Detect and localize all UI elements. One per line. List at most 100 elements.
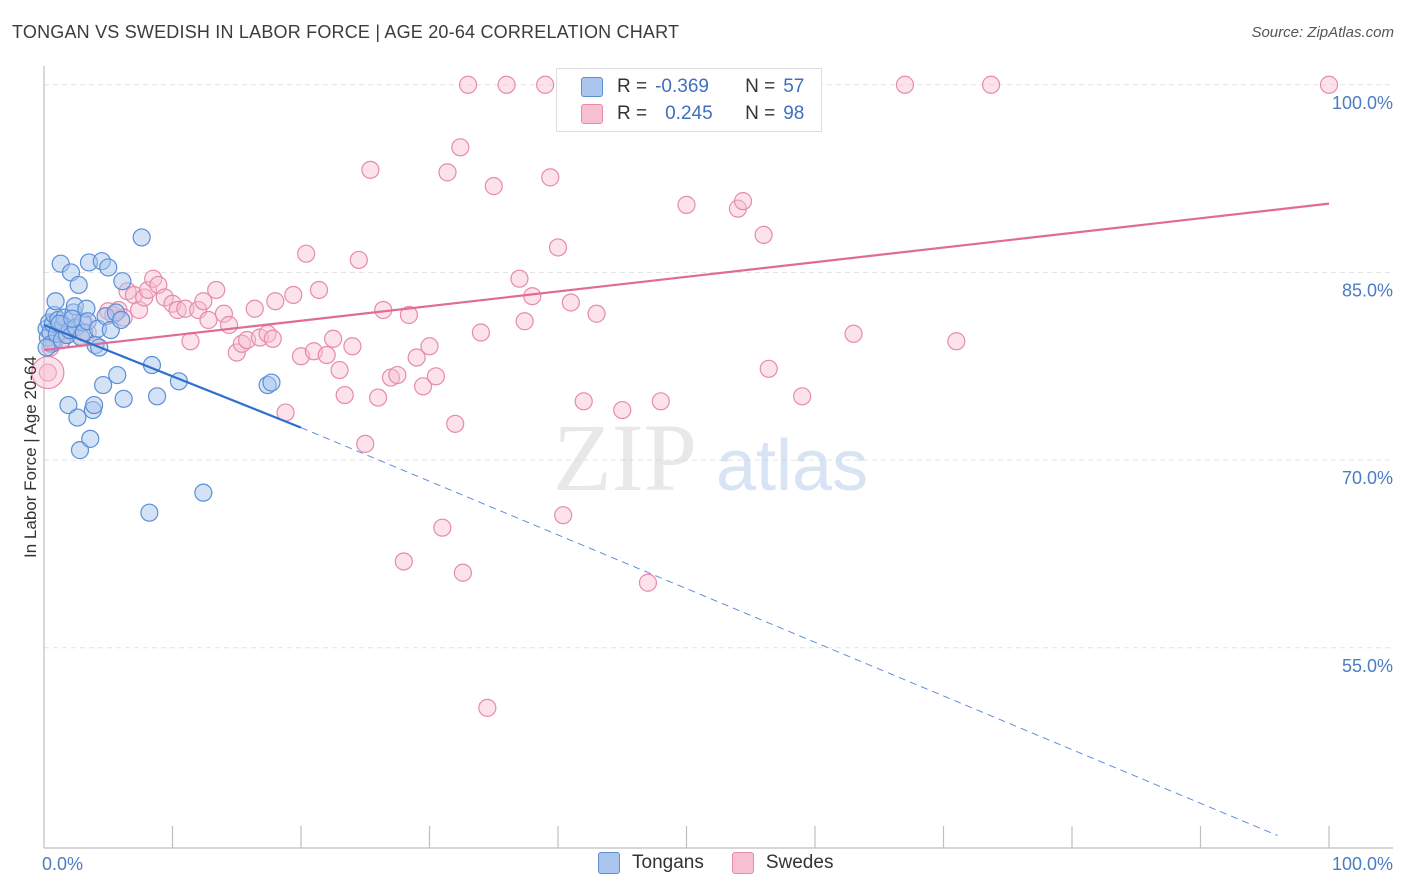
tongans-point: [46, 292, 65, 311]
swedes-point: [227, 343, 246, 362]
y-tick-label-100: 100.0%: [1332, 93, 1393, 113]
swedes-point: [199, 310, 218, 330]
swedes-point: [369, 388, 388, 407]
x-tick-label-100: 100.0%: [1332, 854, 1393, 874]
swedes-point: [759, 359, 778, 378]
trend-lines: [43, 202, 1330, 836]
swedes-point: [677, 195, 696, 214]
swedes-point: [981, 75, 1001, 94]
swedes-point: [324, 329, 343, 348]
swedes-point: [181, 332, 200, 351]
swedes-point: [335, 385, 354, 405]
tongans-point: [147, 387, 167, 406]
swedes-point: [895, 75, 915, 94]
tongans-point: [113, 272, 132, 291]
swedes-point: [343, 337, 362, 356]
tongans-point: [140, 503, 159, 522]
tongans-point: [81, 429, 100, 448]
legend-r-label: R =: [617, 76, 648, 97]
swedes-point: [426, 367, 446, 386]
swedes-point: [176, 299, 195, 318]
swedes-point: [484, 177, 503, 196]
legend-item-tongans[interactable]: Tongans: [598, 852, 704, 874]
tongans-point: [59, 395, 78, 415]
swedes-point: [541, 168, 560, 187]
y-tick-label-85: 85.0%: [1342, 280, 1393, 300]
swedes-point: [38, 363, 57, 382]
legend-n-value-tongans: 57: [783, 76, 805, 97]
grid-lines: [44, 84, 1393, 649]
tongans-point: [68, 408, 87, 427]
legend-r-label: R =: [617, 103, 648, 124]
tongans-point: [37, 338, 56, 357]
y-tick-labels: 100.0% 85.0% 70.0% 55.0%: [1332, 93, 1393, 676]
swedes-point: [309, 280, 329, 300]
legend-item-swedes[interactable]: Swedes: [731, 852, 834, 874]
swedes-point: [451, 138, 470, 157]
tongans-point: [85, 395, 104, 415]
swedes-point: [515, 312, 534, 331]
swedes-point: [733, 192, 753, 211]
swedes-point: [497, 75, 516, 94]
legend-n-value-swedes: 98: [783, 103, 805, 124]
legend-r-value-swedes: 0.245: [665, 103, 713, 124]
swedes-point: [361, 160, 380, 179]
legend-n-label: N =: [745, 103, 776, 124]
swedes-point: [349, 250, 368, 270]
tongans-point: [194, 483, 213, 502]
legend-row-swedes: R = 0.245 N = 98: [581, 101, 804, 127]
swedes-point: [394, 552, 413, 571]
swedes-point: [523, 287, 542, 306]
source-label: Source: ZipAtlas.com: [1251, 24, 1394, 41]
series-legend: Tongans Swedes: [598, 852, 861, 874]
swedes-point-large: [31, 355, 65, 390]
swedes-point: [793, 387, 812, 406]
swedes-point: [638, 573, 658, 592]
swedes-point: [548, 238, 568, 257]
swedes-point: [194, 292, 213, 311]
tongans-trend-line: [43, 323, 302, 429]
swedes-point: [554, 506, 573, 525]
swedes-point: [207, 280, 226, 300]
watermark-zip: ZIP: [553, 404, 697, 511]
swedes-point: [266, 292, 285, 311]
tongans-point: [99, 258, 118, 277]
swedes-point: [458, 75, 478, 94]
tongans-point: [63, 309, 82, 328]
swedes-point: [947, 332, 966, 351]
axes: [43, 66, 1393, 849]
tongans-point: [111, 310, 131, 330]
tongans-swatch: [581, 77, 603, 97]
swedes-point: [330, 360, 349, 380]
legend-label-swedes: Swedes: [765, 852, 834, 873]
y-tick-label-70: 70.0%: [1342, 468, 1393, 488]
swedes-point: [510, 269, 529, 288]
watermark: ZIP atlas: [553, 404, 868, 511]
swedes-point: [219, 315, 239, 335]
swedes-legend-swatch: [731, 852, 754, 874]
x-tick-label-0: 0.0%: [42, 854, 83, 874]
correlation-legend: R = -0.369 N = 57 R = 0.245 N = 98: [556, 68, 822, 132]
tongans-point: [94, 375, 113, 395]
tongans-trend-extension: [300, 427, 1278, 836]
swedes-point: [471, 323, 490, 342]
swedes-point: [388, 365, 407, 385]
swedes-point: [263, 329, 282, 348]
swedes-point: [297, 244, 316, 263]
swedes-point: [754, 225, 773, 245]
x-tick-marks: [171, 826, 1330, 848]
watermark-atlas: atlas: [716, 426, 868, 506]
swedes-point: [453, 563, 473, 582]
swedes-points: [31, 75, 1339, 717]
swedes-point: [245, 299, 264, 318]
legend-n-label: N =: [745, 76, 776, 97]
swedes-point: [433, 518, 452, 537]
swedes-point: [587, 304, 606, 323]
swedes-point: [399, 305, 419, 325]
tongans-point: [114, 389, 133, 408]
swedes-point: [407, 348, 426, 367]
swedes-point: [844, 324, 863, 343]
y-tick-label-55: 55.0%: [1342, 656, 1393, 676]
tongans-point: [262, 373, 281, 392]
